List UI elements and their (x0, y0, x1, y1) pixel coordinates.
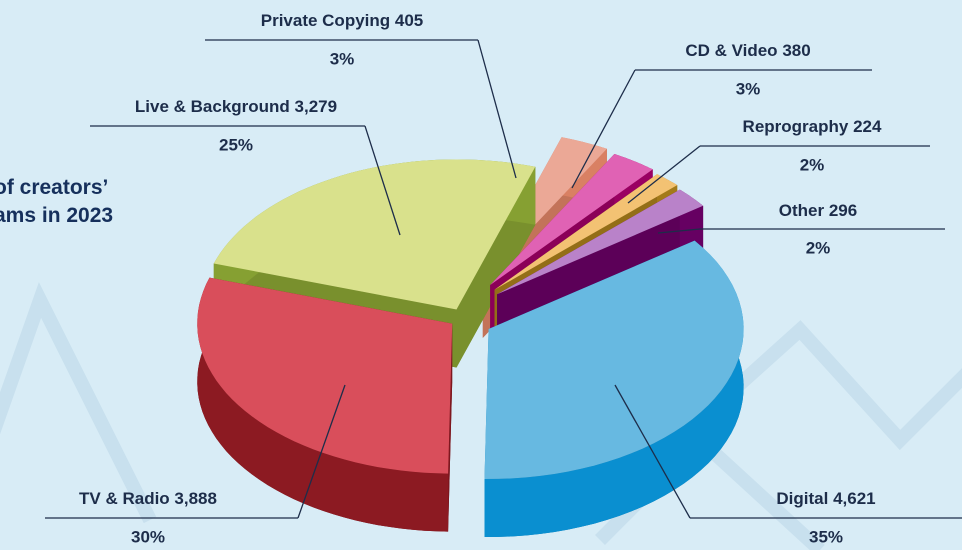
value-label: 296 (829, 201, 857, 220)
slice (494, 174, 678, 290)
leader-line (477, 39, 517, 179)
category-name: TV & Radio (79, 489, 170, 508)
slice-label: Other 296 (779, 201, 857, 220)
leader-line (571, 69, 636, 189)
labels: Private Copying 405 3% CD & Video 380 3% Rep… (45, 11, 962, 546)
slice (484, 240, 744, 537)
leader-line (627, 145, 701, 204)
leader-line (614, 384, 691, 519)
percent-label: 2% (800, 155, 825, 174)
slice-label: Digital 4,621 (776, 489, 875, 508)
slice-side (197, 277, 449, 532)
percent-label: 30% (131, 527, 165, 546)
percent-label: 25% (219, 135, 253, 154)
pie (197, 137, 744, 537)
slice (213, 159, 536, 310)
chart-title: of creators’ (0, 176, 108, 199)
category-name: CD & Video (685, 41, 777, 60)
category-name: Other (779, 201, 825, 220)
slice-label: Live & Background 3,279 (135, 97, 337, 116)
leader-line (657, 228, 701, 234)
percent-label: 2% (806, 238, 831, 257)
category-name: Reprography (743, 117, 849, 136)
chart-title: ams in 2023 (0, 204, 113, 227)
leader-line (297, 384, 346, 519)
percent-label: 35% (809, 527, 843, 546)
value-label: 380 (782, 41, 810, 60)
slice-label: CD & Video 380 (685, 41, 810, 60)
slice-side (484, 240, 744, 537)
category-name: Digital (776, 489, 828, 508)
slice (484, 240, 744, 479)
slice-label: Reprography 224 (743, 117, 882, 136)
slice-label: TV & Radio 3,888 (79, 489, 217, 508)
slice (497, 189, 704, 295)
percent-label: 3% (330, 49, 355, 68)
category-name: Live & Background (135, 97, 290, 116)
slice (197, 277, 453, 532)
slice (490, 154, 653, 285)
slice (197, 277, 453, 474)
category-name: Private Copying (261, 11, 390, 30)
value-label: 224 (853, 117, 882, 136)
value-label: 3,888 (174, 489, 217, 508)
value-label: 3,279 (295, 97, 338, 116)
value-label: 405 (395, 11, 423, 30)
percent-label: 3% (736, 79, 761, 98)
leader-line (364, 125, 401, 236)
value-label: 4,621 (833, 489, 876, 508)
slice-label: Private Copying 405 (261, 11, 424, 30)
